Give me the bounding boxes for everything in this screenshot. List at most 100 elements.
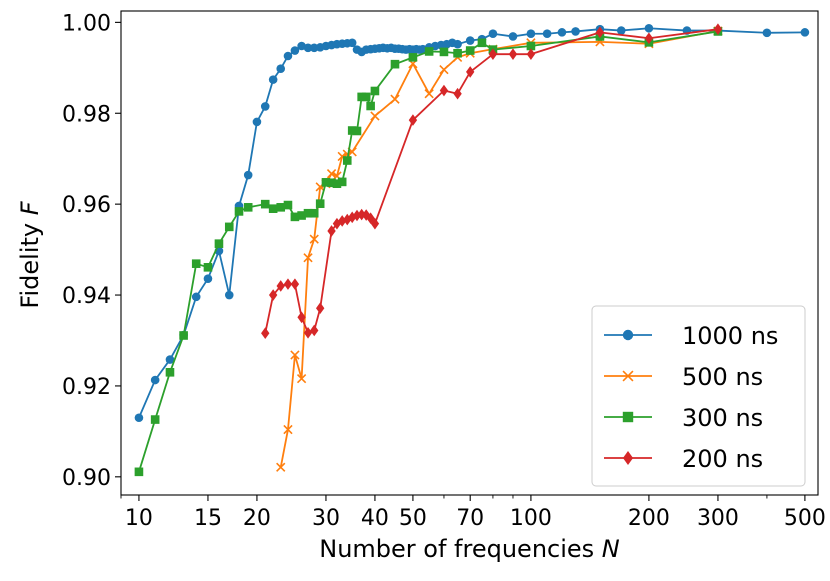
y-tick-label: 0.98 [62,102,111,127]
data-point [316,302,325,315]
data-point [290,278,300,290]
data-point [165,355,175,364]
data-point [408,114,418,126]
data-point [243,203,253,212]
data-point [297,311,306,324]
data-point [616,26,626,35]
legend-label: 300 ns [682,404,763,432]
x-tick-label: 20 [243,506,271,531]
data-point [713,23,723,35]
chart-axes: 0.90 0.92 0.94 0.96 0.98 1.00 10 15 20 30 40 50 70 10… [16,10,826,563]
data-point [134,413,144,423]
data-point [762,28,772,38]
x-tick-label: 100 [510,506,552,531]
data-point [268,75,278,84]
data-point [203,274,213,283]
y-tick-label: 0.96 [62,193,111,218]
legend-label: 200 ns [682,445,763,473]
data-point [557,28,567,37]
y-tick-label: 0.92 [62,375,111,400]
data-point [347,38,357,48]
data-point [622,370,634,382]
legend-label: 500 ns [682,363,763,391]
data-point [321,178,331,187]
data-point [439,84,449,97]
data-point [366,212,375,225]
data-point [309,208,319,218]
data-point [252,117,262,127]
data-point [224,290,234,300]
x-tick-label: 30 [312,506,340,531]
data-point [622,329,634,341]
legend-label: 1000 ns [682,322,778,350]
data-point [644,23,654,33]
data-point [290,350,300,360]
data-point [303,253,313,263]
legend-box [591,305,806,487]
data-point [362,209,371,221]
x-tick-label: 500 [784,506,826,531]
data-point [644,32,654,45]
data-point [260,199,270,209]
data-point [465,46,475,55]
data-point [439,64,449,75]
data-point [276,64,286,74]
data-point [303,43,313,53]
x-tick-label: 70 [456,506,484,531]
data-point [390,94,400,104]
data-point [310,324,319,337]
series-300-ns [134,27,723,477]
data-point [290,212,300,222]
data-point [283,424,293,435]
data-point [224,222,234,232]
data-point [508,32,518,41]
data-point [453,39,462,49]
data-point [327,225,336,237]
data-point [290,46,300,55]
data-point [439,47,449,57]
data-point [508,48,518,60]
data-point [453,87,462,100]
data-point [352,209,362,222]
data-point [203,263,213,272]
data-point [370,86,380,96]
data-point [370,217,380,230]
data-point [297,211,306,220]
x-tick-label: 15 [194,506,222,531]
data-point [357,92,366,102]
data-point [390,59,400,69]
data-point [357,208,366,221]
x-tick-label: 200 [628,506,670,531]
data-point [283,278,293,290]
data-point [150,375,160,385]
data-point [332,217,342,230]
data-point [465,36,475,45]
data-point [542,29,552,39]
data-point [332,179,342,188]
data-point [337,177,347,187]
data-point [342,156,352,165]
x-tick-label: 40 [361,506,389,531]
chart-marks [134,23,810,477]
data-point [466,66,475,78]
data-point [800,28,810,37]
data-point [150,415,160,424]
y-axis-title: Fidelity F [16,200,44,308]
data-point [283,200,293,210]
data-point [134,467,144,477]
data-point [326,169,337,179]
data-point [366,101,375,111]
data-point [303,208,313,218]
plot-frame [120,10,819,496]
data-point [348,211,357,224]
y-tick-label: 0.94 [62,284,111,309]
data-point [526,48,536,60]
data-point [370,111,380,121]
data-point [488,48,498,60]
data-point [526,29,536,39]
data-point [261,327,270,340]
data-point [408,53,418,62]
data-point [260,102,270,111]
legend-item: 1000 ns [604,322,778,350]
